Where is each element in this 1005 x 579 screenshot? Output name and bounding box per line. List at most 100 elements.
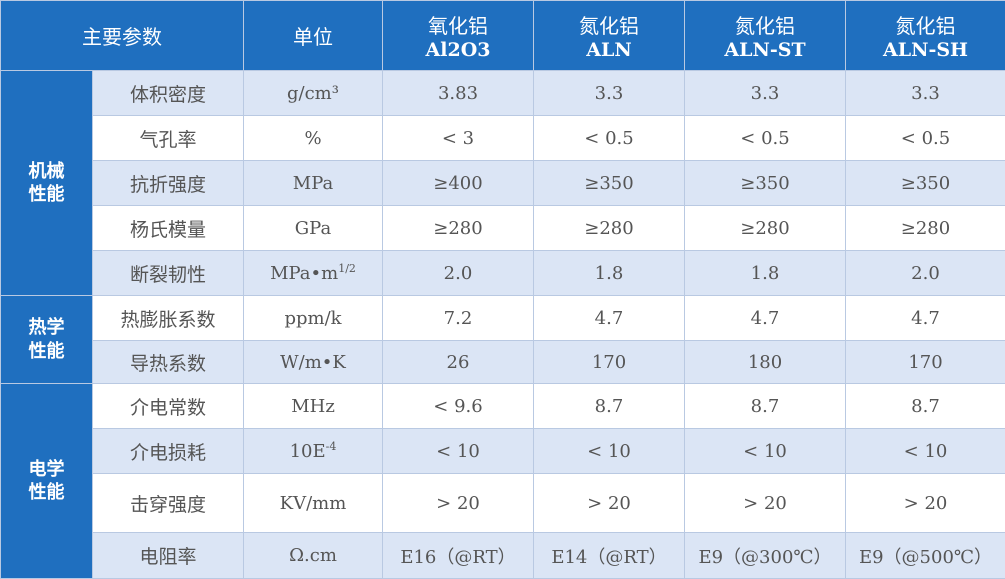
unit-sup: 1/2: [338, 262, 356, 275]
data-row: 介电损耗 10E-4 < 10 < 10 < 10 < 10: [1, 428, 1005, 474]
group-label: 热学性能: [28, 317, 65, 362]
param-cell: 介电常数: [92, 383, 244, 429]
value-cell: < 3: [382, 115, 534, 161]
value-cell: 1.8: [684, 250, 846, 296]
value-cell: ≥400: [382, 160, 534, 206]
data-row: 抗折强度 MPa ≥400 ≥350 ≥350 ≥350: [1, 160, 1005, 206]
unit-text: %: [304, 127, 322, 149]
header-cell: 氮化铝 ALN-ST: [684, 0, 846, 71]
unit-cell: MPa•m1/2: [243, 250, 383, 296]
value-cell: > 20: [382, 473, 534, 533]
unit-text: W/m•K: [280, 351, 346, 373]
value-cell: > 20: [684, 473, 846, 533]
value-cell: 180: [684, 340, 846, 384]
value-cell: 3.3: [684, 70, 846, 116]
value-cell: E9（@300℃）: [684, 532, 846, 579]
value-cell: 3.3: [845, 70, 1005, 116]
value-cell: < 0.5: [533, 115, 685, 161]
unit-cell: g/cm³: [243, 70, 383, 116]
unit-cell: MHz: [243, 383, 383, 429]
value-cell: ≥350: [533, 160, 685, 206]
value-cell: < 10: [533, 428, 685, 474]
value-cell: < 0.5: [845, 115, 1005, 161]
material-grade: ALN: [586, 39, 632, 61]
unit-cell: 10E-4: [243, 428, 383, 474]
group-label: 电学性能: [28, 458, 65, 503]
value-cell: > 20: [845, 473, 1005, 533]
unit-cell: Ω.cm: [243, 532, 383, 579]
unit-cell: %: [243, 115, 383, 161]
header-cell: 氮化铝 ALN: [533, 0, 685, 71]
material-grade: ALN-ST: [724, 39, 806, 61]
param-cell: 导热系数: [92, 340, 244, 384]
value-cell: 4.7: [684, 295, 846, 341]
header-cell: 氧化铝 Al2O3: [382, 0, 534, 71]
material-grade: ALN-SH: [882, 39, 969, 61]
param-cell: 杨氏模量: [92, 205, 244, 251]
data-row: 断裂韧性 MPa•m1/2 2.0 1.8 1.8 2.0: [1, 250, 1005, 296]
param-cell: 电阻率: [92, 532, 244, 579]
unit-text: GPa: [294, 217, 332, 239]
material-name: 氮化铝: [895, 14, 956, 38]
data-row: 热学性能 热膨胀系数 ppm/k 7.2 4.7 4.7 4.7: [0, 295, 1005, 384]
value-cell: ≥350: [845, 160, 1005, 206]
unit-cell: MPa: [243, 160, 383, 206]
group-cell: 热学性能: [0, 295, 93, 384]
value-cell: 7.2: [382, 295, 534, 341]
header-cell: 氮化铝 ALN-SH: [845, 0, 1005, 71]
value-cell: E9（@500℃）: [845, 532, 1005, 579]
value-cell: 2.0: [845, 250, 1005, 296]
data-row: 导热系数 W/m•K 26 170 180 170: [1, 340, 1005, 384]
value-cell: 8.7: [533, 383, 685, 429]
value-cell: E14（@RT）: [533, 532, 685, 579]
value-cell: < 0.5: [684, 115, 846, 161]
data-row: 电阻率 Ω.cm E16（@RT） E14（@RT） E9（@300℃） E9（@500℃…: [1, 532, 1005, 579]
value-cell: 3.3: [533, 70, 685, 116]
value-cell: 2.0: [382, 250, 534, 296]
header-cell: 主要参数: [0, 0, 244, 71]
group-cell: 电学性能: [0, 383, 93, 579]
value-cell: 3.83: [382, 70, 534, 116]
material-grade: Al2O3: [425, 39, 491, 61]
value-cell: 4.7: [533, 295, 685, 341]
unit-cell: GPa: [243, 205, 383, 251]
value-cell: 1.8: [533, 250, 685, 296]
value-cell: ≥280: [382, 205, 534, 251]
param-cell: 抗折强度: [92, 160, 244, 206]
value-cell: < 9.6: [382, 383, 534, 429]
value-cell: ≥280: [845, 205, 1005, 251]
unit-sup: -4: [325, 440, 337, 453]
param-cell: 气孔率: [92, 115, 244, 161]
value-cell: E16（@RT）: [382, 532, 534, 579]
unit-text: Ω.cm: [289, 545, 337, 566]
value-cell: ≥350: [684, 160, 846, 206]
param-cell: 断裂韧性: [92, 250, 244, 296]
value-cell: 26: [382, 340, 534, 384]
value-cell: ≥280: [684, 205, 846, 251]
unit-cell: W/m•K: [243, 340, 383, 384]
unit-text: g/cm³: [287, 82, 339, 104]
unit-text: KV/mm: [279, 492, 347, 514]
param-cell: 体积密度: [92, 70, 244, 116]
unit-text: MPa•m: [270, 263, 339, 284]
group-label: 机械性能: [28, 160, 65, 205]
unit-cell: ppm/k: [243, 295, 383, 341]
value-cell: 4.7: [845, 295, 1005, 341]
param-cell: 击穿强度: [92, 473, 244, 533]
unit-text: MPa: [292, 172, 334, 194]
param-cell: 热膨胀系数: [92, 295, 244, 341]
unit-cell: KV/mm: [243, 473, 383, 533]
param-cell: 介电损耗: [92, 428, 244, 474]
header-cell: 单位: [243, 0, 383, 71]
value-cell: < 10: [684, 428, 846, 474]
header-row: 主要参数 单位 氧化铝 Al2O3 氮化铝 ALN 氮化铝 ALN-ST 氮化铝 ALN-SH: [0, 0, 1005, 71]
value-cell: < 10: [845, 428, 1005, 474]
data-row: 电学性能 介电常数 MHz < 9.6 8.7 8.7 8.7: [0, 383, 1005, 579]
value-cell: 170: [533, 340, 685, 384]
material-name: 氮化铝: [735, 14, 795, 38]
material-name: 氮化铝: [579, 14, 639, 38]
unit-text: ppm/k: [284, 307, 342, 329]
data-row: 杨氏模量 GPa ≥280 ≥280 ≥280 ≥280: [1, 205, 1005, 251]
group-cell: 机械性能: [0, 70, 93, 296]
